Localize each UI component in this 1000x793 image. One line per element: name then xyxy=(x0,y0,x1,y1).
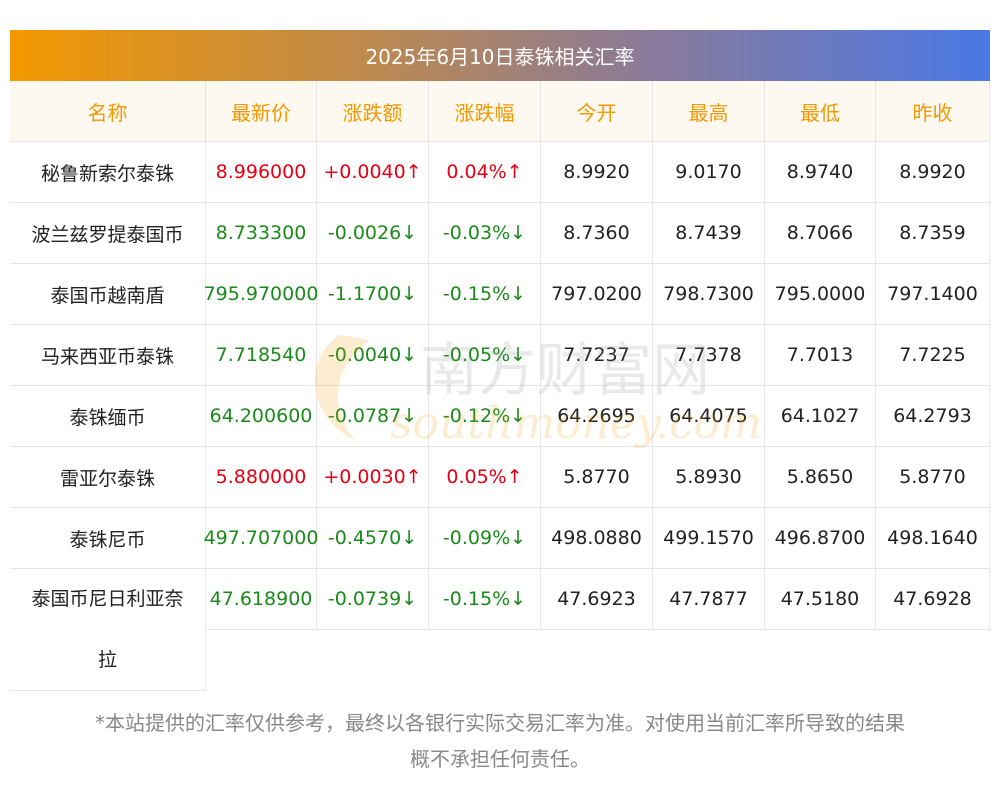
row-low: 64.1027 xyxy=(765,386,876,447)
row-high: 47.7877 xyxy=(653,569,765,630)
row-pct: 0.05%↑ xyxy=(429,447,541,508)
row-name: 秘鲁新索尔泰铢 xyxy=(10,142,206,203)
row-change: -0.0739↓ xyxy=(317,569,429,630)
row-prev: 47.6928 xyxy=(876,569,990,630)
row-high: 798.7300 xyxy=(653,264,765,325)
header-change: 涨跌额 xyxy=(317,81,429,142)
row-prev: 8.7359 xyxy=(876,203,990,264)
row-high: 64.4075 xyxy=(653,386,765,447)
row-price: 8.733300 xyxy=(206,203,317,264)
row-name: 泰国币尼日利亚奈 拉 xyxy=(10,569,206,691)
row-high: 5.8930 xyxy=(653,447,765,508)
header-pct: 涨跌幅 xyxy=(429,81,541,142)
row-prev: 7.7225 xyxy=(876,325,990,386)
row-price: 8.996000 xyxy=(206,142,317,203)
row-price: 5.880000 xyxy=(206,447,317,508)
row-name: 泰铢尼币 xyxy=(10,508,206,569)
row-pct: -0.09%↓ xyxy=(429,508,541,569)
row-low: 795.0000 xyxy=(765,264,876,325)
header-open: 今开 xyxy=(541,81,653,142)
row-name-line1: 泰国币尼日利亚奈 xyxy=(31,587,184,610)
row-change: -0.4570↓ xyxy=(317,508,429,569)
row-low: 7.7013 xyxy=(765,325,876,386)
row-pct: -0.05%↓ xyxy=(429,325,541,386)
row-open: 8.9920 xyxy=(541,142,653,203)
row-price: 64.200600 xyxy=(206,386,317,447)
table-title: 2025年6月10日泰铢相关汇率 xyxy=(365,45,635,69)
row-prev: 498.1640 xyxy=(876,508,990,569)
row-low: 8.9740 xyxy=(765,142,876,203)
row-change: -1.1700↓ xyxy=(317,264,429,325)
row-name: 泰铢缅币 xyxy=(10,386,206,447)
row-name: 雷亚尔泰铢 xyxy=(10,447,206,508)
row-pct: -0.12%↓ xyxy=(429,386,541,447)
header-name: 名称 xyxy=(10,81,206,142)
table-title-banner: 2025年6月10日泰铢相关汇率 xyxy=(10,30,990,81)
header-high: 最高 xyxy=(653,81,765,142)
row-high: 8.7439 xyxy=(653,203,765,264)
header-price: 最新价 xyxy=(206,81,317,142)
row-open: 5.8770 xyxy=(541,447,653,508)
row-price: 7.718540 xyxy=(206,325,317,386)
row-open: 7.7237 xyxy=(541,325,653,386)
disclaimer-line2: 概不承担任何责任。 xyxy=(410,747,590,771)
row-change: -0.0787↓ xyxy=(317,386,429,447)
header-prev: 昨收 xyxy=(876,81,990,142)
row-change: +0.0030↑ xyxy=(317,447,429,508)
row-open: 8.7360 xyxy=(541,203,653,264)
row-change: -0.0026↓ xyxy=(317,203,429,264)
header-low: 最低 xyxy=(765,81,876,142)
row-high: 499.1570 xyxy=(653,508,765,569)
row-open: 797.0200 xyxy=(541,264,653,325)
row-pct: -0.15%↓ xyxy=(429,264,541,325)
row-open: 47.6923 xyxy=(541,569,653,630)
row-name: 泰国币越南盾 xyxy=(10,264,206,325)
row-low: 496.8700 xyxy=(765,508,876,569)
row-pct: 0.04%↑ xyxy=(429,142,541,203)
row-name-line2: 拉 xyxy=(97,648,117,671)
row-low: 47.5180 xyxy=(765,569,876,630)
row-high: 7.7378 xyxy=(653,325,765,386)
row-name: 马来西亚币泰铢 xyxy=(10,325,206,386)
row-prev: 64.2793 xyxy=(876,386,990,447)
row-pct: -0.15%↓ xyxy=(429,569,541,630)
row-low: 8.7066 xyxy=(765,203,876,264)
row-low: 5.8650 xyxy=(765,447,876,508)
row-open: 64.2695 xyxy=(541,386,653,447)
row-pct: -0.03%↓ xyxy=(429,203,541,264)
row-price: 47.618900 xyxy=(206,569,317,630)
row-prev: 8.9920 xyxy=(876,142,990,203)
exchange-rate-table: 名称 最新价 涨跌额 涨跌幅 今开 最高 最低 昨收 秘鲁新索尔泰铢 8.996… xyxy=(10,81,990,691)
disclaimer-line1: *本站提供的汇率仅供参考，最终以各银行实际交易汇率为准。对使用当前汇率所导致的结… xyxy=(95,711,905,735)
row-prev: 5.8770 xyxy=(876,447,990,508)
row-name: 波兰兹罗提泰国币 xyxy=(10,203,206,264)
row-price: 497.707000 xyxy=(204,508,318,569)
disclaimer: *本站提供的汇率仅供参考，最终以各银行实际交易汇率为准。对使用当前汇率所导致的结… xyxy=(10,705,990,777)
row-price: 795.970000 xyxy=(204,264,318,325)
row-change: -0.0040↓ xyxy=(317,325,429,386)
row-open: 498.0880 xyxy=(541,508,653,569)
row-high: 9.0170 xyxy=(653,142,765,203)
row-change: +0.0040↑ xyxy=(317,142,429,203)
row-prev: 797.1400 xyxy=(876,264,990,325)
